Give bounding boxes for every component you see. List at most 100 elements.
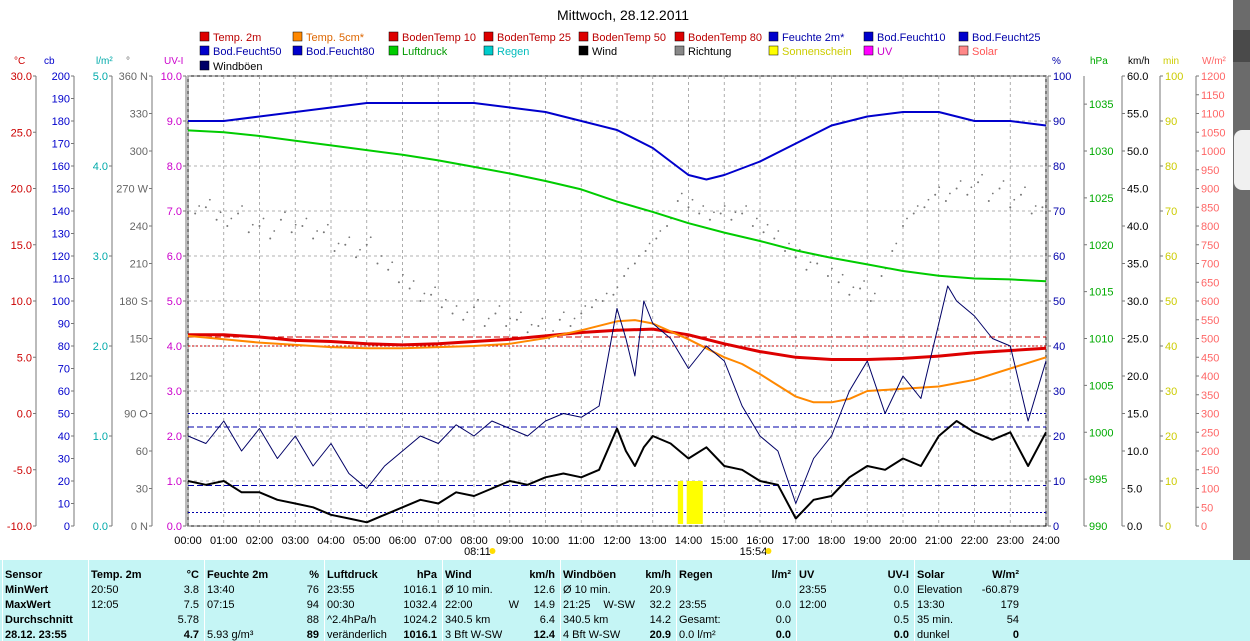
axis-tick-label: 5.0 xyxy=(17,352,32,364)
direction-point xyxy=(466,311,469,314)
stats-header-unit: l/m² xyxy=(771,569,791,581)
stats-header-label: Wind xyxy=(445,569,472,581)
x-tick-label: 04:00 xyxy=(317,535,345,547)
axis-tick-label: 110 xyxy=(52,274,70,286)
direction-point xyxy=(934,193,937,196)
stats-cell-value: 14.9 xyxy=(533,599,555,611)
stats-cell-value: 0 xyxy=(1012,629,1019,641)
axis-tick-label: 10.0 xyxy=(11,296,32,308)
legend: Temp. 2m Temp. 5cm* BodenTemp 10 BodenTemp … xyxy=(199,31,1041,73)
axis-tick-label: 40 xyxy=(1165,341,1177,353)
stats-row-label: 28.12. 23:55 xyxy=(5,629,67,641)
direction-point xyxy=(708,218,711,221)
axis-tick-label: 5.0 xyxy=(93,71,108,83)
weather-chart: Mittwoch, 28.12.2011 Temp. 2m Temp. 5cm* B… xyxy=(6,7,1227,558)
stats-column: Wind km/h Ø 10 min. 12.6 22:00 W 14.9 340.5 km 6… xyxy=(442,560,561,641)
axis-tick-label: 200 xyxy=(1201,446,1219,458)
legend-label: Bod.Feucht25 xyxy=(972,32,1041,44)
axis-tick-label: 300 xyxy=(130,146,148,158)
direction-point xyxy=(505,325,508,327)
direction-point xyxy=(344,243,347,246)
axis-unit: l/m² xyxy=(96,56,113,67)
stats-header-label: Regen xyxy=(679,569,713,581)
direction-point xyxy=(719,212,722,215)
axis-tick-label: 300 xyxy=(1201,409,1219,421)
stats-cell-label: 3 Bft W-SW xyxy=(445,629,503,641)
stats-row: MaxWert xyxy=(3,597,89,613)
stats-row: 20:50 3.8 xyxy=(89,582,205,598)
axis-unit: min xyxy=(1163,56,1179,67)
sun-marker-label: 08:11 xyxy=(464,546,491,558)
axis-tick-label: 0 xyxy=(1053,521,1059,533)
stats-cell-value: 0.0 xyxy=(775,599,791,611)
axis-tick-label: 30 xyxy=(136,484,148,496)
direction-point xyxy=(387,268,390,271)
stats-cell-label: 35 min. xyxy=(917,614,954,626)
legend-swatch xyxy=(199,60,210,71)
legend-swatch xyxy=(199,31,210,42)
axis-tick-label: 10 xyxy=(58,499,70,511)
direction-point xyxy=(258,225,261,227)
stats-column: Sensor MinWert MaxWert Durchschnitt 28.12. 2… xyxy=(2,560,89,641)
direction-point xyxy=(816,262,819,265)
stats-row: 5.93 g/m³ 89 xyxy=(205,627,325,641)
axis-tick-label: 60 xyxy=(136,446,148,458)
direction-point xyxy=(595,298,597,301)
stats-row: 3 Bft W-SW 12.4 xyxy=(443,627,561,641)
direction-point xyxy=(262,217,265,220)
legend-label: Temp. 5cm* xyxy=(306,32,365,44)
axis-tick-label: 100 xyxy=(1165,71,1183,83)
axis-tick-label: 3.0 xyxy=(167,386,182,398)
direction-point xyxy=(841,273,844,276)
direction-point xyxy=(912,212,915,215)
direction-point xyxy=(290,231,293,234)
direction-point xyxy=(355,256,358,259)
axis-tick-label: 1100 xyxy=(1201,109,1225,121)
axis-tick-label: 400 xyxy=(1201,371,1219,383)
direction-point xyxy=(648,242,651,245)
axis-tick-label: 800 xyxy=(1201,221,1219,233)
axis-tick-label: 150 xyxy=(130,334,148,346)
direction-point xyxy=(198,205,201,207)
stats-header: Temp. 2m °C xyxy=(89,567,205,583)
direction-point xyxy=(322,231,325,234)
axes: °C 30.0 25.0 20.0 15.0 10.0 5.0 0.0 -5.0 -10.0 cb 2… xyxy=(7,56,1227,558)
stats-cell-label: 23:55 xyxy=(327,584,355,596)
axis-tick-label: 2.0 xyxy=(167,431,182,443)
x-tick-label: 09:00 xyxy=(496,535,524,547)
stats-header-unit: hPa xyxy=(416,569,437,581)
stats-row-label: Durchschnitt xyxy=(5,614,73,626)
axis-tick-label: 3.0 xyxy=(93,251,108,263)
axis-tick-label: 180 xyxy=(52,116,70,128)
direction-point xyxy=(902,225,904,227)
stats-cell-label: Ø 10 min. xyxy=(563,584,611,596)
stats-cell-value: 20.9 xyxy=(649,584,671,596)
direction-point xyxy=(515,318,518,321)
axis-tick-label: 850 xyxy=(1201,202,1219,214)
stats-cell-label: 07:15 xyxy=(207,599,235,611)
plot-area xyxy=(187,75,1048,527)
axis-tick-label: 90 xyxy=(1053,116,1065,128)
axis-tick-label: 20.0 xyxy=(11,184,32,196)
axis-tick-label: 50 xyxy=(1165,296,1177,308)
axis-tick-label: 1.0 xyxy=(93,431,108,443)
axis-tick-label: 5.0 xyxy=(1127,484,1142,496)
axis-unit: % xyxy=(1052,56,1061,67)
direction-point xyxy=(241,205,243,207)
axis-unit: ° xyxy=(126,56,130,67)
stats-column: Solar W/m² Elevation -60.879 13:30 179 35 min.… xyxy=(914,560,1025,641)
stats-cell-label: dunkel xyxy=(917,629,950,641)
axis-tick-label: 15.0 xyxy=(11,240,32,252)
stats-column: UV UV-I 23:55 0.0 12:00 0.5 0.5 0.0 xyxy=(796,560,915,641)
direction-point xyxy=(895,242,898,245)
direction-point xyxy=(419,300,422,302)
stats-cell-label: 13:30 xyxy=(917,599,945,611)
axis-tick-label: 1150 xyxy=(1201,90,1225,102)
sunshine-bar xyxy=(677,481,684,524)
stats-cell-value: 1024.2 xyxy=(403,614,437,626)
axis-tick-label: 10.0 xyxy=(161,71,182,83)
stats-cell-label: Ø 10 min. xyxy=(445,584,493,596)
axis-tick-label: 60 xyxy=(1165,251,1177,263)
axis-tick-label: 270 W xyxy=(116,184,148,196)
x-tick-label: 19:00 xyxy=(853,535,881,547)
